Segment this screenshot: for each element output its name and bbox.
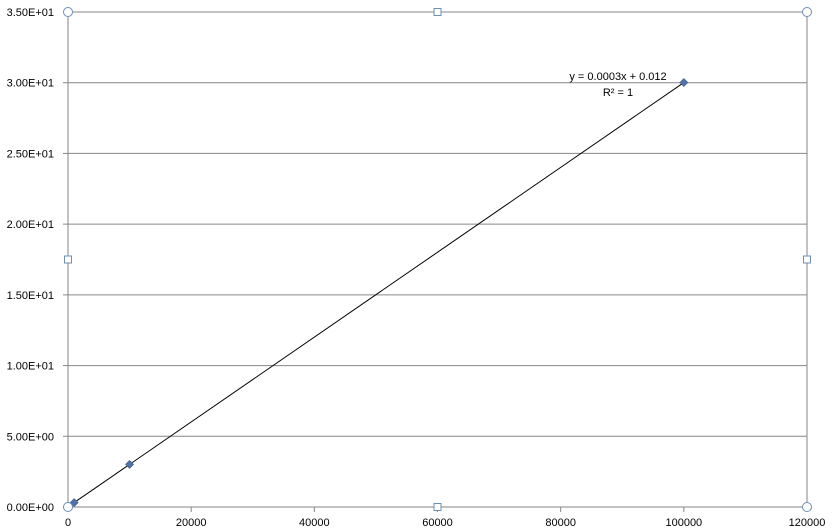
trendline[interactable] (67, 82, 685, 508)
trendline-annotation[interactable]: y = 0.0003x + 0.012 R² = 1 (569, 71, 666, 99)
side-resize-handle[interactable] (64, 255, 72, 264)
corner-resize-handle[interactable] (63, 7, 73, 17)
data-point[interactable] (679, 78, 689, 87)
axis-layer: 0.00E+00 5.00E+00 1.00E+01 1.50E+01 2.00E+01… (7, 7, 826, 529)
y-tick-label: 3.50E+01 (7, 7, 54, 19)
side-resize-handle[interactable] (433, 8, 442, 16)
grid-layer (68, 11, 807, 437)
x-tick-label: 100000 (665, 517, 702, 529)
x-tick-label: 120000 (789, 517, 826, 529)
y-tick-label: 0.00E+00 (7, 502, 54, 514)
trendline-r-squared[interactable]: R² = 1 (603, 87, 633, 99)
y-tick-label: 2.50E+01 (7, 148, 54, 160)
y-tick-label: 1.00E+01 (7, 361, 54, 373)
corner-resize-handle[interactable] (802, 502, 812, 512)
y-tick-label: 5.00E+00 (7, 431, 54, 443)
corner-resize-handle[interactable] (802, 7, 812, 17)
x-tick-label: 0 (65, 517, 71, 529)
selection-handles[interactable] (63, 7, 812, 512)
plot-area-border[interactable] (67, 11, 808, 508)
x-tick-label: 20000 (176, 517, 207, 529)
side-resize-handle[interactable] (803, 255, 811, 264)
x-tick-label: 40000 (299, 517, 330, 529)
trendline-equation[interactable]: y = 0.0003x + 0.012 (569, 71, 666, 83)
y-tick-label: 1.50E+01 (7, 290, 54, 302)
corner-resize-handle[interactable] (63, 502, 73, 512)
y-tick-label: 2.00E+01 (7, 219, 54, 231)
x-tick-label: 80000 (545, 517, 576, 529)
data-point[interactable] (125, 459, 135, 469)
trendline-layer (67, 82, 685, 508)
side-resize-handle[interactable] (433, 503, 442, 511)
x-tick-label: 60000 (422, 517, 453, 529)
y-tick-label: 3.00E+01 (7, 78, 54, 90)
